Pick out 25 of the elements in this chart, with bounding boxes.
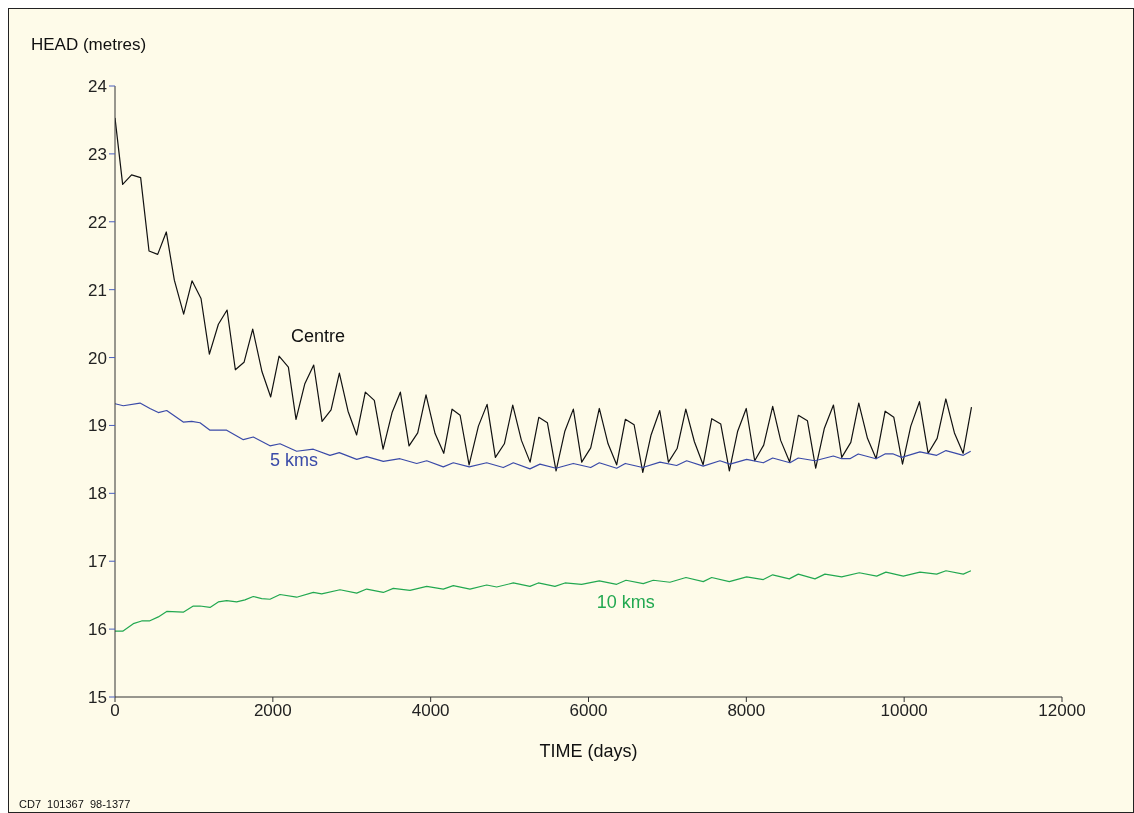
y-tick-label: 23 [88, 144, 107, 164]
text: CD7 101367 98-1377 [19, 798, 131, 810]
y-tick-label: 20 [88, 348, 107, 368]
y-tick-label: 15 [88, 688, 107, 708]
series-label: 10 kms [596, 592, 655, 613]
x-tick-label: 0 [110, 701, 120, 721]
x-tick-label: 8000 [727, 701, 766, 721]
x-tick-label: 10000 [880, 701, 928, 721]
line-series [115, 402, 972, 470]
y-tick-label: 17 [88, 552, 107, 572]
y-tick-label: 21 [88, 280, 107, 300]
line-series [115, 570, 972, 632]
x-axis-title: TIME (days) [539, 741, 638, 761]
series-label: 5 kms [270, 449, 319, 470]
y-tick-label: 16 [88, 620, 107, 640]
x-tick-label: 2000 [253, 701, 292, 721]
series-label: Centre [291, 326, 346, 347]
y-tick-label: 18 [88, 484, 107, 504]
y-tick-label: 24 [88, 77, 107, 97]
x-tick-label: 6000 [569, 701, 608, 721]
y-tick-label: 19 [88, 416, 107, 436]
x-tick-label: 4000 [411, 701, 450, 721]
x-tick-label: 12000 [1038, 701, 1086, 721]
y-tick-label: 22 [88, 212, 107, 232]
y-axis-title: HEAD (metres) [31, 35, 147, 55]
